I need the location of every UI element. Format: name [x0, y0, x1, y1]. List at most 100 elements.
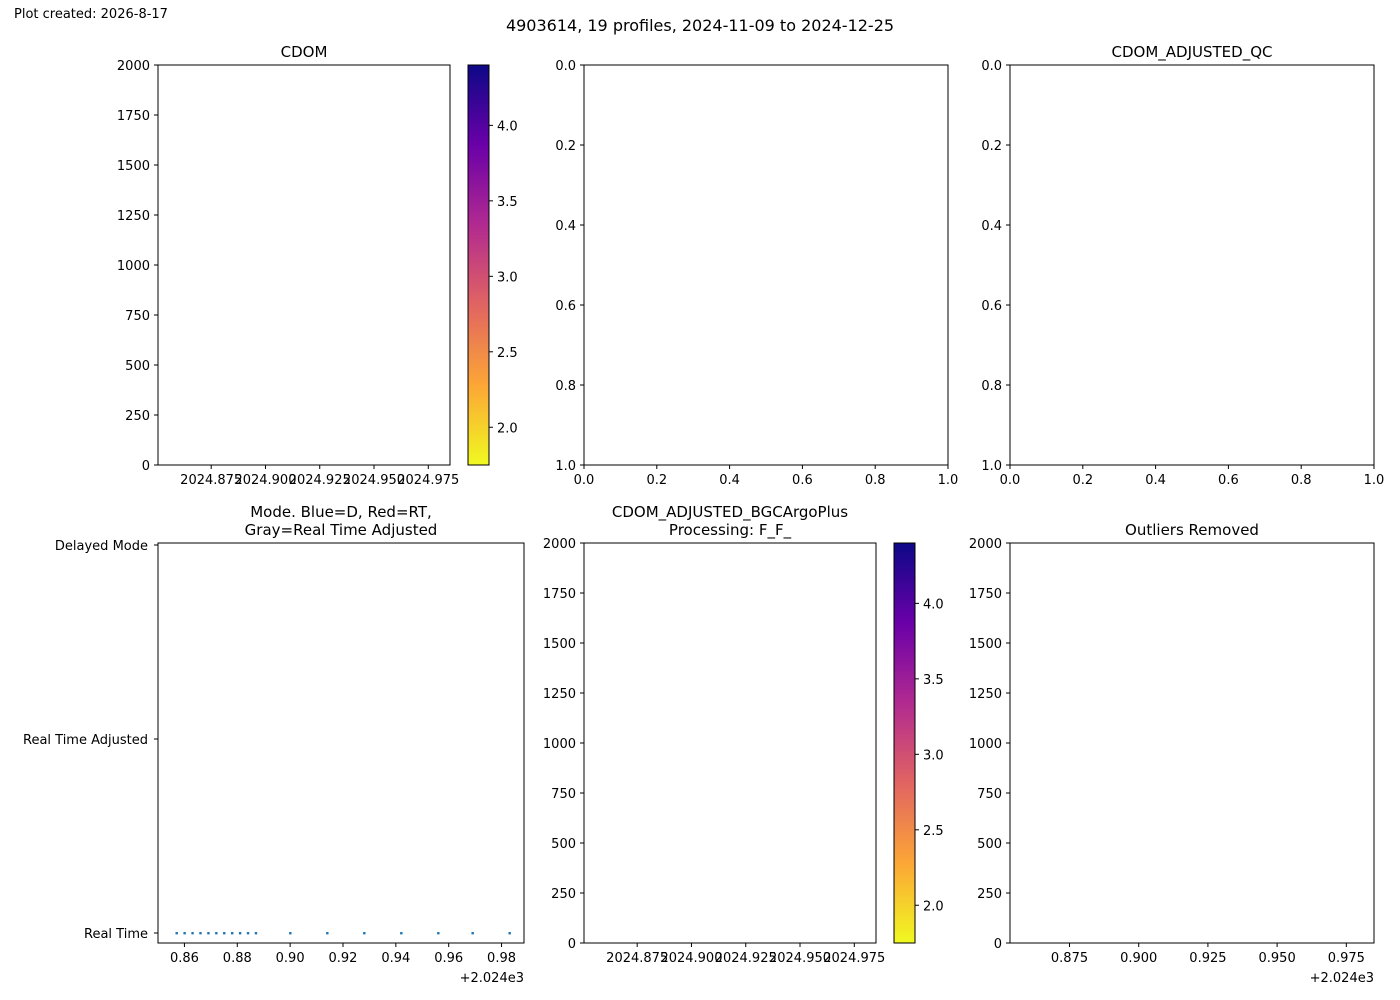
empty-top-middle-xtick-label: 0.6	[792, 473, 813, 488]
cdom-adjusted-bgcargoplus-ytick-label: 750	[551, 787, 576, 802]
cdom-adjusted-bgcargoplus-colorbar-label: 3.0	[923, 748, 944, 763]
cdom-adjusted-qc-ytick-label: 0.2	[981, 139, 1002, 154]
outliers-removed-ytick-label: 1000	[969, 737, 1002, 752]
empty-top-middle-ytick-label: 0.0	[555, 59, 576, 74]
outliers-removed-xtick-label: 0.925	[1189, 951, 1226, 966]
cdom-xtick-label: 2024.875	[180, 473, 242, 488]
cdom-adjusted-bgcargoplus-xtick-label: 2024.900	[660, 951, 722, 966]
cdom-adjusted-bgcargoplus-colorbar	[893, 542, 916, 944]
cdom-ytick-label: 500	[125, 359, 150, 374]
mode-frame	[157, 542, 525, 944]
plot-created-label: Plot created: 2026-8-17	[14, 7, 168, 22]
empty-top-middle-xtick-label: 0.4	[719, 473, 740, 488]
cdom-ytick-label: 1750	[117, 109, 150, 124]
cdom-adjusted-bgcargoplus-colorbar-label: 2.0	[923, 899, 944, 914]
outliers-removed-ytick-label: 750	[977, 787, 1002, 802]
outliers-removed-xtick-label: 0.875	[1051, 951, 1088, 966]
mode-xtick-label: 0.86	[170, 951, 199, 966]
cdom-xtick-label: 2024.925	[289, 473, 351, 488]
cdom-adjusted-bgcargoplus-xtick-label: 2024.875	[606, 951, 668, 966]
cdom-adjusted-qc-ytick-label: 0.0	[981, 59, 1002, 74]
cdom-adjusted-bgcargoplus-ytick-label: 1000	[543, 737, 576, 752]
mode-point	[215, 932, 218, 935]
mode-xtick-label: 0.92	[329, 951, 358, 966]
mode-point	[254, 932, 258, 935]
empty-top-middle-ytick-label: 0.6	[555, 299, 576, 314]
outliers-removed-ytick-label: 2000	[969, 537, 1002, 552]
mode-point	[175, 932, 178, 935]
mode-xtick-label: 0.96	[434, 951, 463, 966]
cdom-adjusted-qc-ytick-label: 0.8	[981, 379, 1002, 394]
cdom-adjusted-qc-xtick-label: 0.4	[1145, 473, 1166, 488]
cdom-frame	[157, 64, 451, 466]
mode-point	[183, 932, 186, 935]
mode-point	[191, 932, 194, 935]
cdom-colorbar-label: 3.5	[497, 195, 518, 210]
cdom-adjusted-bgcargoplus-title-line-1: CDOM_ADJUSTED_BGCArgoPlus	[612, 503, 848, 522]
cdom-adjusted-qc-xtick-label: 0.6	[1218, 473, 1239, 488]
outliers-removed-xtick-label: 0.975	[1328, 951, 1365, 966]
mode-point	[238, 932, 242, 935]
cdom-ytick-label: 1000	[117, 259, 150, 274]
cdom-adjusted-bgcargoplus-xtick-label: 2024.950	[769, 951, 831, 966]
cdom-adjusted-bgcargoplus-ytick-label: 250	[551, 887, 576, 902]
cdom-adjusted-qc-xtick-label: 1.0	[1364, 473, 1385, 488]
mode-point	[223, 932, 226, 935]
outliers-removed-xtick-label: 0.900	[1120, 951, 1157, 966]
mode-title-line-1: Mode. Blue=D, Red=RT,	[250, 503, 432, 521]
cdom-adjusted-bgcargoplus-colorbar-label: 2.5	[923, 824, 944, 839]
empty-top-middle-ytick-label: 0.4	[555, 219, 576, 234]
mode-title-line-2: Gray=Real Time Adjusted	[245, 521, 438, 539]
cdom-title: CDOM	[281, 43, 328, 61]
cdom-xtick-label: 2024.950	[343, 473, 405, 488]
cdom-adjusted-bgcargoplus-ytick-label: 1750	[543, 587, 576, 602]
cdom-adjusted-bgcargoplus-xtick-label: 2024.975	[823, 951, 885, 966]
cdom-adjusted-bgcargoplus-xtick-label: 2024.925	[715, 951, 777, 966]
empty-top-middle-xtick-label: 0.2	[646, 473, 667, 488]
cdom-adjusted-bgcargoplus-frame	[583, 542, 877, 944]
cdom-colorbar-label: 3.0	[497, 270, 518, 285]
mode-point	[246, 932, 250, 935]
outliers-removed-ytick-label: 250	[977, 887, 1002, 902]
cdom-adjusted-qc-xtick-label: 0.2	[1072, 473, 1093, 488]
mode-point	[508, 932, 511, 935]
empty-top-middle-xtick-label: 0.0	[574, 473, 595, 488]
outliers-removed-ytick-label: 0	[994, 937, 1002, 952]
mode-point	[207, 932, 210, 935]
cdom-adjusted-qc-ytick-label: 0.4	[981, 219, 1002, 234]
cdom-ytick-label: 1500	[117, 159, 150, 174]
cdom-adjusted-qc-xtick-label: 0.8	[1291, 473, 1312, 488]
cdom-colorbar-label: 2.5	[497, 346, 518, 361]
mode-point	[471, 932, 474, 935]
empty-top-middle-ytick-label: 0.8	[555, 379, 576, 394]
cdom-xtick-label: 2024.900	[234, 473, 296, 488]
cdom-adjusted-qc-ytick-label: 0.6	[981, 299, 1002, 314]
cdom-adjusted-bgcargoplus-colorbar-label: 3.5	[923, 673, 944, 688]
outliers-removed-ytick-label: 1500	[969, 637, 1002, 652]
figure-title: 4903614, 19 profiles, 2024-11-09 to 2024…	[505, 16, 895, 35]
outliers-removed-xtick-label: 0.950	[1259, 951, 1296, 966]
empty-top-middle-ytick-label: 0.2	[555, 139, 576, 154]
cdom-ytick-label: 250	[125, 409, 150, 424]
cdom-adjusted-qc-title: CDOM_ADJUSTED_QC	[1112, 43, 1273, 62]
outliers-removed-ytick-label: 500	[977, 837, 1002, 852]
cdom-colorbar	[467, 64, 490, 466]
cdom-colorbar-label: 4.0	[497, 119, 518, 134]
outliers-removed-ytick-label: 1250	[969, 687, 1002, 702]
cdom-ytick-label: 1250	[117, 209, 150, 224]
cdom-adjusted-bgcargoplus-ytick-label: 500	[551, 837, 576, 852]
cdom-ytick-label: 750	[125, 309, 150, 324]
mode-point	[437, 932, 440, 935]
cdom-ytick-label: 2000	[117, 59, 150, 74]
outliers-removed-title: Outliers Removed	[1125, 521, 1259, 539]
cdom-adjusted-qc-frame	[1009, 64, 1375, 466]
mode-category-label: Real Time Adjusted	[23, 733, 148, 748]
empty-top-middle-xtick-label: 1.0	[938, 473, 959, 488]
cdom-ytick-label: 0	[142, 459, 150, 474]
mode-point	[326, 932, 329, 935]
mode-xtick-label: 0.94	[381, 951, 410, 966]
mode-xtick-label: 0.88	[223, 951, 252, 966]
mode-xtick-label: 0.90	[276, 951, 305, 966]
outliers-removed-ytick-label: 1750	[969, 587, 1002, 602]
